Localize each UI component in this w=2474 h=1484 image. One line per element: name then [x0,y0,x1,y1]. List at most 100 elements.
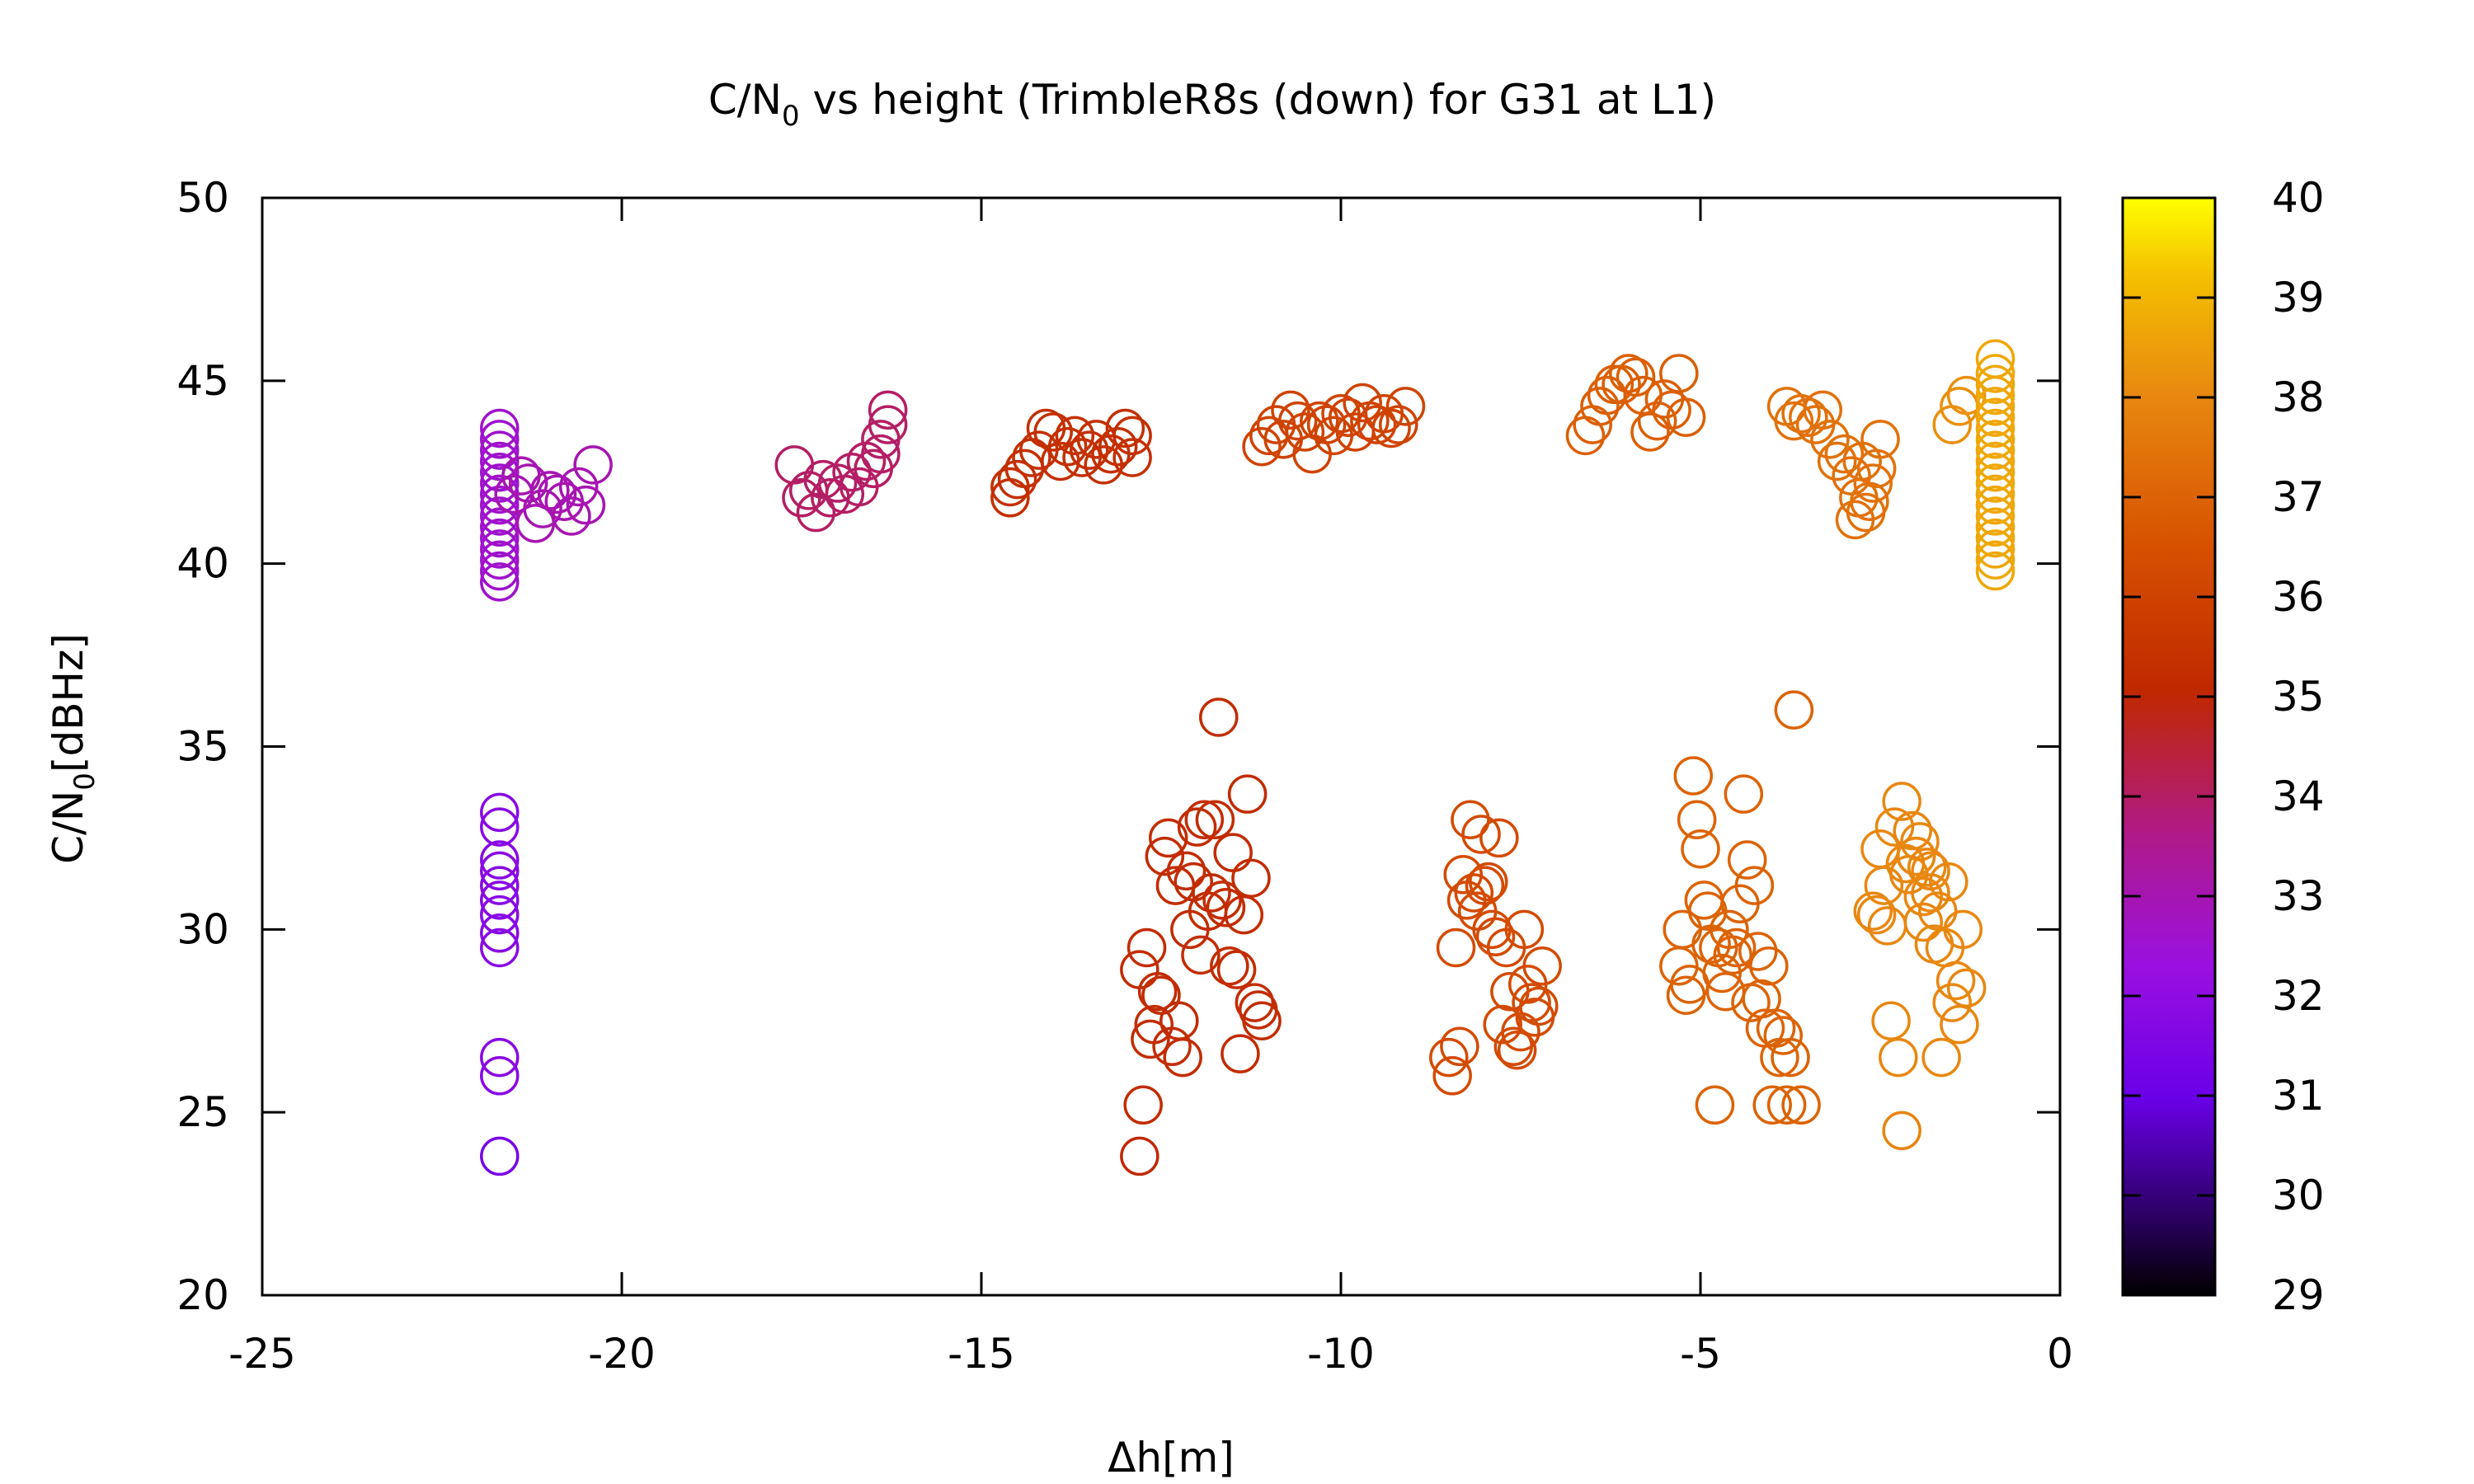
data-point [1975,420,2015,459]
data-point [1803,390,1842,430]
data-point [1565,416,1606,456]
y-tick-label: 35 [176,723,229,771]
data-point [796,492,836,533]
data-point [1213,833,1253,872]
data-point [1975,441,2015,481]
data-point [817,463,858,503]
data-point [1120,950,1159,989]
y-label-rest: [dBHz] [45,633,92,773]
data-point [480,430,520,470]
data-point [1166,851,1206,891]
data-point [1105,408,1145,448]
data-point [1691,924,1731,964]
data-point [480,913,520,953]
data-point [1112,438,1152,477]
data-point [1277,401,1318,441]
data-point [1918,891,1958,931]
data-point [1716,928,1757,968]
data-point [480,441,520,481]
data-point [1483,1004,1522,1045]
x-tick-label: -10 [1307,1330,1375,1378]
data-point [1677,800,1717,839]
data-point [1850,481,1889,521]
data-point [1184,800,1225,839]
data-point [1882,782,1921,821]
data-point [1429,1037,1469,1078]
data-point [1975,529,2015,569]
data-point [1195,800,1235,839]
data-point [868,405,908,444]
data-point [1921,1037,1961,1078]
data-point [825,474,865,514]
data-point [1673,756,1714,796]
data-point [1055,416,1095,456]
data-point [1946,968,1987,1008]
data-point [1879,1037,1918,1078]
data-point [1126,928,1167,968]
data-point [1335,412,1376,452]
data-point [1760,1037,1799,1078]
data-point [1885,843,1926,884]
x-axis: -25 -20 -15 -10 -5 0 [228,198,2073,1378]
data-point [480,881,520,920]
data-point [1148,818,1188,858]
data-point [1659,354,1699,393]
data-point [1810,420,1850,459]
x-tick-label: -5 [1680,1330,1721,1378]
data-point [1379,405,1418,444]
data-point [1432,1056,1472,1096]
y-tick-label: 45 [176,357,229,405]
data-point [1867,906,1907,946]
data-point [1874,807,1915,847]
data-point [573,445,613,485]
data-point [1681,829,1720,869]
y-label-main: C/N [45,791,92,864]
data-point [1781,394,1821,434]
y-axis-label: C/N0[dBHz] [45,633,101,864]
data-point [782,478,821,518]
colorbar-tick-label: 34 [2272,773,2325,820]
data-point [480,420,520,459]
data-point [1907,848,1947,887]
data-point [1271,390,1310,430]
data-point [1587,375,1627,416]
data-point [1752,1085,1792,1125]
data-point [515,504,556,543]
data-point [1763,1016,1804,1055]
data-point [1935,960,1976,1001]
data-point [868,390,908,430]
colorbar-tick-label: 29 [2272,1271,2325,1319]
data-point [480,485,520,525]
data-point [1188,891,1228,931]
data-point [1713,935,1752,975]
data-point [1202,881,1242,920]
plot-frame [261,196,2062,1297]
colorbar-tick-label: 31 [2272,1072,2325,1120]
data-point [1975,496,2015,536]
title-rest: vs height (TrimbleR8s (down) for G31 at … [800,76,1716,124]
data-point [1975,397,2015,437]
data-point [1070,430,1109,470]
data-point [1940,1004,1979,1045]
data-point [480,551,520,591]
data-point [1781,1085,1821,1125]
data-point [1504,909,1545,950]
data-point [1300,401,1339,441]
data-point [1306,405,1347,444]
data-point [1975,551,2015,591]
data-point [1774,401,1814,441]
data-point [1932,983,1972,1022]
data-point [1734,866,1775,905]
data-point [480,1056,520,1096]
data-point [1817,441,1857,481]
data-point [1975,485,2015,525]
data-point [990,467,1030,507]
data-point [530,471,570,510]
x-tick-label: -20 [588,1330,656,1378]
data-point [1159,1001,1199,1040]
data-point [1856,895,1897,935]
data-point [537,474,577,514]
data-point [1943,909,1983,950]
data-point [1911,873,1950,913]
data-point [1238,990,1278,1030]
